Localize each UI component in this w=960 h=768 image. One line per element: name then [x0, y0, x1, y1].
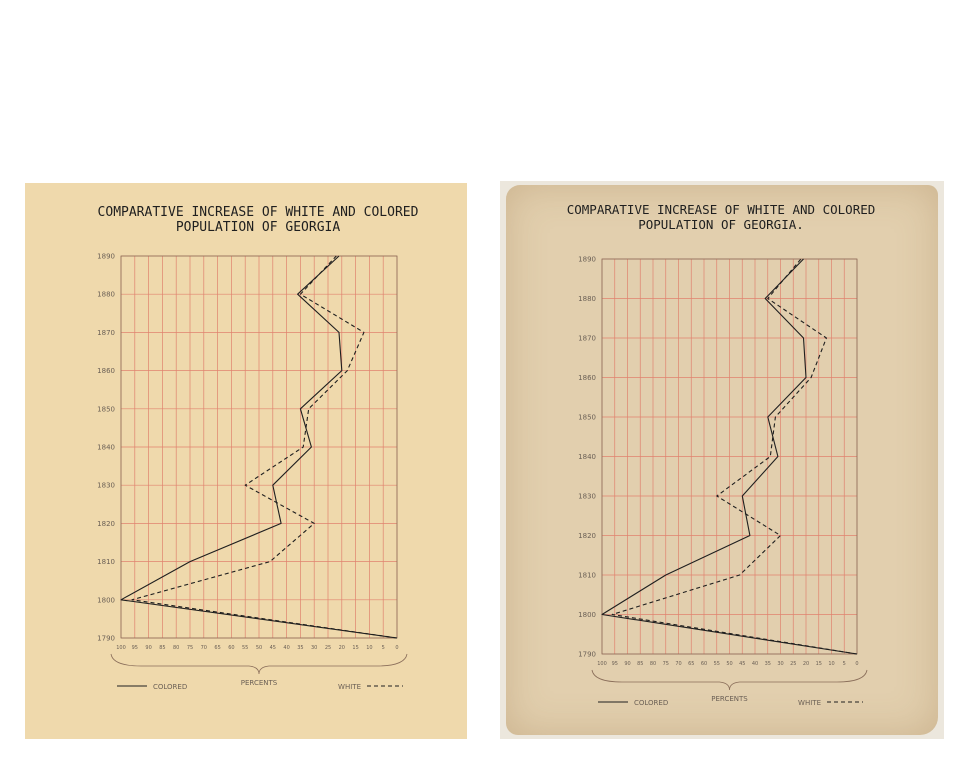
x-tick-label: 35 [765, 661, 771, 667]
chart-title: COMPARATIVE INCREASE OF WHITE AND COLORE… [567, 202, 876, 217]
x-axis-label: PERCENTS [711, 695, 748, 703]
x-tick-label: 45 [270, 645, 276, 651]
y-tick-label: 1810 [97, 558, 115, 566]
plot-grid [120, 255, 398, 639]
x-tick-label: 60 [228, 645, 234, 651]
x-tick-label: 20 [803, 661, 809, 667]
series-line-white [611, 258, 858, 655]
y-tick-label: 1850 [578, 414, 596, 422]
series-line-colored [120, 255, 398, 639]
chart-subtitle: POPULATION OF GEORGIA. [638, 217, 804, 232]
y-tick-label: 1820 [97, 520, 115, 528]
x-tick-label: 65 [688, 661, 694, 667]
legend-label-white: WHITE [338, 683, 361, 691]
chart-panel-right: COMPARATIVE INCREASE OF WHITE AND COLORE… [500, 181, 944, 739]
y-tick-label: 1790 [97, 635, 115, 643]
y-tick-label: 1860 [97, 367, 115, 375]
x-tick-label: 55 [714, 661, 720, 667]
y-tick-label: 1830 [97, 482, 115, 490]
legend-label-colored: COLORED [634, 699, 668, 707]
legend-label-white: WHITE [798, 699, 821, 707]
y-tick-label: 1870 [97, 329, 115, 337]
series-line-colored [601, 258, 858, 655]
x-tick-label: 95 [612, 661, 618, 667]
y-tick-label: 1820 [578, 532, 596, 540]
x-tick-label: 30 [777, 661, 783, 667]
y-tick-label: 1840 [578, 453, 596, 461]
x-axis-brace [110, 653, 408, 675]
x-tick-label: 25 [325, 645, 331, 651]
y-tick-label: 1830 [578, 493, 596, 501]
x-tick-label: 15 [816, 661, 822, 667]
x-tick-label: 90 [145, 645, 151, 651]
x-tick-label: 65 [214, 645, 220, 651]
y-tick-label: 1890 [97, 253, 115, 261]
legend-label-colored: COLORED [153, 683, 187, 691]
x-tick-label: 30 [311, 645, 317, 651]
y-tick-label: 1890 [578, 256, 596, 264]
x-tick-label: 40 [752, 661, 758, 667]
x-tick-label: 75 [663, 661, 669, 667]
x-axis-brace [591, 669, 868, 691]
x-tick-label: 50 [256, 645, 262, 651]
x-tick-label: 45 [739, 661, 745, 667]
plot-frame [601, 258, 858, 655]
y-tick-label: 1800 [97, 596, 115, 604]
x-tick-label: 75 [187, 645, 193, 651]
x-tick-label: 0 [395, 645, 398, 651]
x-tick-label: 85 [159, 645, 165, 651]
plot-frame [120, 255, 398, 639]
x-tick-label: 5 [382, 645, 385, 651]
aged-paper-sheet [506, 185, 938, 735]
x-tick-label: 100 [597, 661, 607, 667]
x-tick-label: 70 [201, 645, 207, 651]
y-tick-label: 1810 [578, 572, 596, 580]
x-tick-label: 10 [366, 645, 372, 651]
x-tick-label: 15 [352, 645, 358, 651]
chart-title: COMPARATIVE INCREASE OF WHITE AND COLORE… [98, 205, 419, 220]
plot-grid [601, 258, 858, 655]
x-tick-label: 40 [283, 645, 289, 651]
chart-panel-left: COMPARATIVE INCREASE OF WHITE AND COLORE… [25, 183, 467, 739]
y-tick-label: 1880 [97, 291, 115, 299]
y-tick-label: 1860 [578, 374, 596, 382]
x-tick-label: 25 [790, 661, 796, 667]
y-tick-label: 1800 [578, 611, 596, 619]
x-tick-label: 80 [650, 661, 656, 667]
x-tick-label: 70 [675, 661, 681, 667]
x-tick-label: 85 [637, 661, 643, 667]
y-tick-label: 1790 [578, 651, 596, 659]
y-tick-label: 1870 [578, 335, 596, 343]
x-tick-label: 10 [828, 661, 834, 667]
chart-left-svg: COMPARATIVE INCREASE OF WHITE AND COLORE… [97, 205, 419, 691]
x-tick-label: 20 [339, 645, 345, 651]
series-line-white [131, 255, 398, 639]
chart-subtitle: POPULATION OF GEORGIA [176, 220, 341, 235]
x-tick-label: 5 [843, 661, 846, 667]
x-tick-label: 100 [116, 645, 126, 651]
x-tick-label: 55 [242, 645, 248, 651]
x-tick-label: 0 [855, 661, 858, 667]
x-tick-label: 95 [132, 645, 138, 651]
y-tick-label: 1850 [97, 405, 115, 413]
x-tick-label: 80 [173, 645, 179, 651]
y-tick-label: 1840 [97, 444, 115, 452]
x-axis-label: PERCENTS [241, 679, 278, 687]
chart-right-svg: COMPARATIVE INCREASE OF WHITE AND COLORE… [567, 202, 876, 707]
x-tick-label: 50 [726, 661, 732, 667]
x-tick-label: 35 [297, 645, 303, 651]
y-tick-label: 1880 [578, 295, 596, 303]
x-tick-label: 60 [701, 661, 707, 667]
x-tick-label: 90 [624, 661, 630, 667]
